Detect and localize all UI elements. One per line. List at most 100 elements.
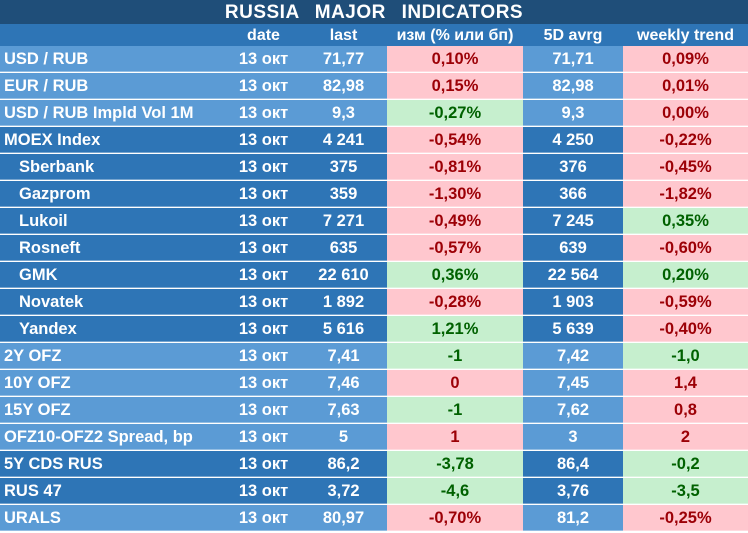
row-date: 13 окт bbox=[227, 424, 300, 450]
row-date: 13 окт bbox=[227, 262, 300, 288]
row-change: 1,21% bbox=[387, 316, 523, 342]
row-date: 13 окт bbox=[227, 370, 300, 396]
row-change: -4,6 bbox=[387, 478, 523, 504]
row-last: 359 bbox=[300, 181, 387, 207]
row-label: EUR / RUB bbox=[0, 73, 227, 99]
row-date: 13 окт bbox=[227, 46, 300, 72]
header-date: date bbox=[227, 24, 300, 46]
row-date: 13 окт bbox=[227, 289, 300, 315]
row-date: 13 окт bbox=[227, 73, 300, 99]
board-title: RUSSIA MAJOR INDICATORS bbox=[0, 0, 748, 24]
row-label: Lukoil bbox=[0, 208, 227, 234]
row-date: 13 окт bbox=[227, 397, 300, 423]
row-5d-avg: 366 bbox=[523, 181, 623, 207]
row-date: 13 окт bbox=[227, 127, 300, 153]
row-5d-avg: 3 bbox=[523, 424, 623, 450]
row-weekly-trend: 0,00% bbox=[623, 100, 748, 126]
row-last: 86,2 bbox=[300, 451, 387, 477]
row-weekly-trend: -0,60% bbox=[623, 235, 748, 261]
row-weekly-trend: 0,01% bbox=[623, 73, 748, 99]
row-change: -0,27% bbox=[387, 100, 523, 126]
row-last: 22 610 bbox=[300, 262, 387, 288]
row-change: -1 bbox=[387, 343, 523, 369]
header-blank bbox=[0, 24, 227, 46]
row-label: 10Y OFZ bbox=[0, 370, 227, 396]
row-5d-avg: 9,3 bbox=[523, 100, 623, 126]
row-change: -0,81% bbox=[387, 154, 523, 180]
row-change: -1,30% bbox=[387, 181, 523, 207]
row-change: -1 bbox=[387, 397, 523, 423]
row-last: 4 241 bbox=[300, 127, 387, 153]
row-last: 635 bbox=[300, 235, 387, 261]
row-weekly-trend: -0,2 bbox=[623, 451, 748, 477]
row-weekly-trend: -1,0 bbox=[623, 343, 748, 369]
row-5d-avg: 376 bbox=[523, 154, 623, 180]
row-change: 0,36% bbox=[387, 262, 523, 288]
row-change: -0,70% bbox=[387, 505, 523, 531]
row-5d-avg: 86,4 bbox=[523, 451, 623, 477]
row-5d-avg: 1 903 bbox=[523, 289, 623, 315]
row-change: 0,15% bbox=[387, 73, 523, 99]
row-weekly-trend: 0,35% bbox=[623, 208, 748, 234]
row-5d-avg: 3,76 bbox=[523, 478, 623, 504]
row-last: 82,98 bbox=[300, 73, 387, 99]
row-last: 7,46 bbox=[300, 370, 387, 396]
row-change: -0,28% bbox=[387, 289, 523, 315]
row-change: -3,78 bbox=[387, 451, 523, 477]
row-last: 7,63 bbox=[300, 397, 387, 423]
row-last: 7,41 bbox=[300, 343, 387, 369]
row-label: OFZ10-OFZ2 Spread, bp bbox=[0, 424, 227, 450]
row-weekly-trend: 2 bbox=[623, 424, 748, 450]
row-date: 13 окт bbox=[227, 505, 300, 531]
row-last: 1 892 bbox=[300, 289, 387, 315]
row-date: 13 окт bbox=[227, 208, 300, 234]
row-5d-avg: 81,2 bbox=[523, 505, 623, 531]
row-last: 5 616 bbox=[300, 316, 387, 342]
row-5d-avg: 639 bbox=[523, 235, 623, 261]
row-date: 13 окт bbox=[227, 100, 300, 126]
row-5d-avg: 4 250 bbox=[523, 127, 623, 153]
row-label: USD / RUB Impld Vol 1M bbox=[0, 100, 227, 126]
row-date: 13 окт bbox=[227, 181, 300, 207]
row-5d-avg: 82,98 bbox=[523, 73, 623, 99]
row-label: URALS bbox=[0, 505, 227, 531]
header-last: last bbox=[300, 24, 387, 46]
row-5d-avg: 71,71 bbox=[523, 46, 623, 72]
row-change: -0,49% bbox=[387, 208, 523, 234]
row-change: 0 bbox=[387, 370, 523, 396]
row-last: 71,77 bbox=[300, 46, 387, 72]
row-5d-avg: 7,62 bbox=[523, 397, 623, 423]
row-5d-avg: 7,45 bbox=[523, 370, 623, 396]
row-weekly-trend: -0,45% bbox=[623, 154, 748, 180]
row-label: Rosneft bbox=[0, 235, 227, 261]
row-label: MOEX Index bbox=[0, 127, 227, 153]
row-label: Novatek bbox=[0, 289, 227, 315]
row-weekly-trend: -3,5 bbox=[623, 478, 748, 504]
row-label: 5Y CDS RUS bbox=[0, 451, 227, 477]
row-change: 0,10% bbox=[387, 46, 523, 72]
row-5d-avg: 5 639 bbox=[523, 316, 623, 342]
row-label: GMK bbox=[0, 262, 227, 288]
row-label: 2Y OFZ bbox=[0, 343, 227, 369]
row-change: -0,57% bbox=[387, 235, 523, 261]
row-label: USD / RUB bbox=[0, 46, 227, 72]
row-date: 13 окт bbox=[227, 316, 300, 342]
row-date: 13 окт bbox=[227, 343, 300, 369]
row-date: 13 окт bbox=[227, 235, 300, 261]
row-label: 15Y OFZ bbox=[0, 397, 227, 423]
row-weekly-trend: 0,20% bbox=[623, 262, 748, 288]
header-weekly-trend: weekly trend bbox=[623, 24, 748, 46]
row-last: 5 bbox=[300, 424, 387, 450]
row-weekly-trend: -0,25% bbox=[623, 505, 748, 531]
row-weekly-trend: 0,8 bbox=[623, 397, 748, 423]
row-5d-avg: 7 245 bbox=[523, 208, 623, 234]
row-change: -0,54% bbox=[387, 127, 523, 153]
row-last: 7 271 bbox=[300, 208, 387, 234]
row-label: Gazprom bbox=[0, 181, 227, 207]
row-weekly-trend: 0,09% bbox=[623, 46, 748, 72]
row-change: 1 bbox=[387, 424, 523, 450]
header-change: изм (% или бп) bbox=[387, 24, 523, 46]
row-5d-avg: 22 564 bbox=[523, 262, 623, 288]
row-label: Sberbank bbox=[0, 154, 227, 180]
row-last: 375 bbox=[300, 154, 387, 180]
